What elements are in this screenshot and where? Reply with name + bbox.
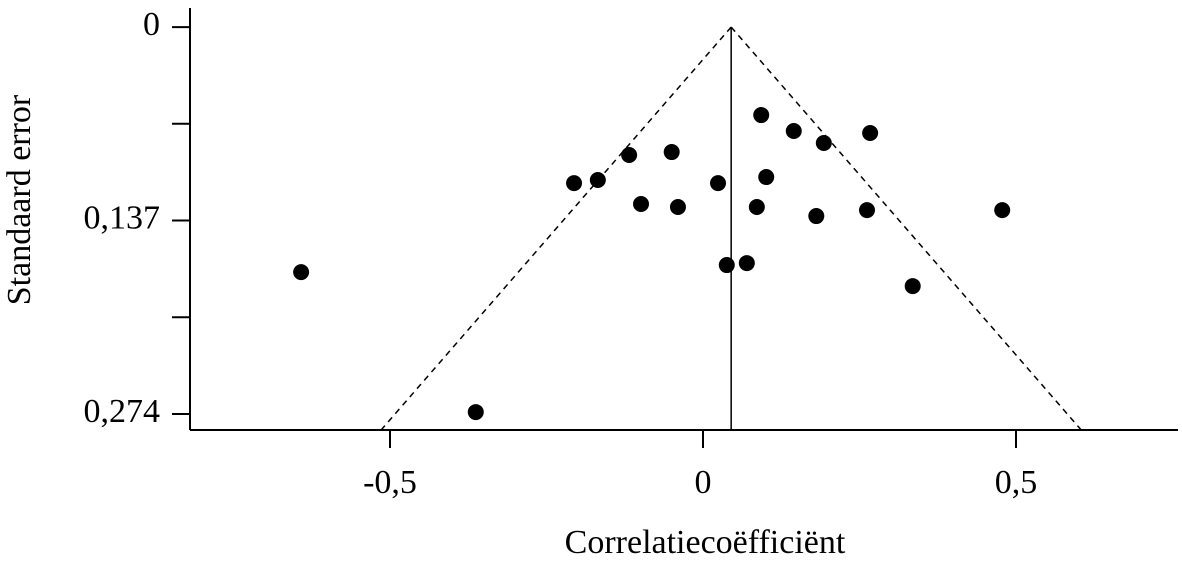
y-axis-label: Standaard error — [1, 94, 38, 305]
study-point — [862, 124, 879, 141]
study-point — [621, 147, 638, 164]
x-axis-label: Correlatiecoëfficiënt — [565, 524, 846, 561]
study-point — [753, 107, 770, 124]
study-point — [467, 404, 484, 421]
x-tick-label: -0,5 — [363, 464, 417, 501]
y-tick-label: 0,137 — [84, 199, 161, 236]
study-point — [994, 202, 1011, 219]
study-point — [904, 278, 921, 295]
study-point — [808, 208, 825, 225]
study-point — [589, 172, 606, 189]
study-point — [815, 135, 832, 152]
study-point — [738, 255, 755, 272]
study-point — [566, 175, 583, 192]
y-tick-label: 0,274 — [84, 393, 161, 430]
study-point — [718, 257, 735, 274]
study-point — [748, 198, 765, 215]
study-point — [785, 123, 802, 140]
study-point — [669, 198, 686, 215]
funnel-line — [730, 26, 1082, 431]
study-point — [758, 169, 775, 186]
x-tick-label: 0 — [694, 464, 711, 501]
study-point — [710, 175, 727, 192]
study-point — [663, 144, 680, 161]
y-tick-label: 0 — [143, 6, 160, 43]
study-point — [859, 202, 876, 219]
funnel-line — [380, 26, 732, 431]
x-tick-label: 0,5 — [995, 464, 1038, 501]
study-point — [633, 196, 650, 213]
study-point — [293, 264, 310, 281]
